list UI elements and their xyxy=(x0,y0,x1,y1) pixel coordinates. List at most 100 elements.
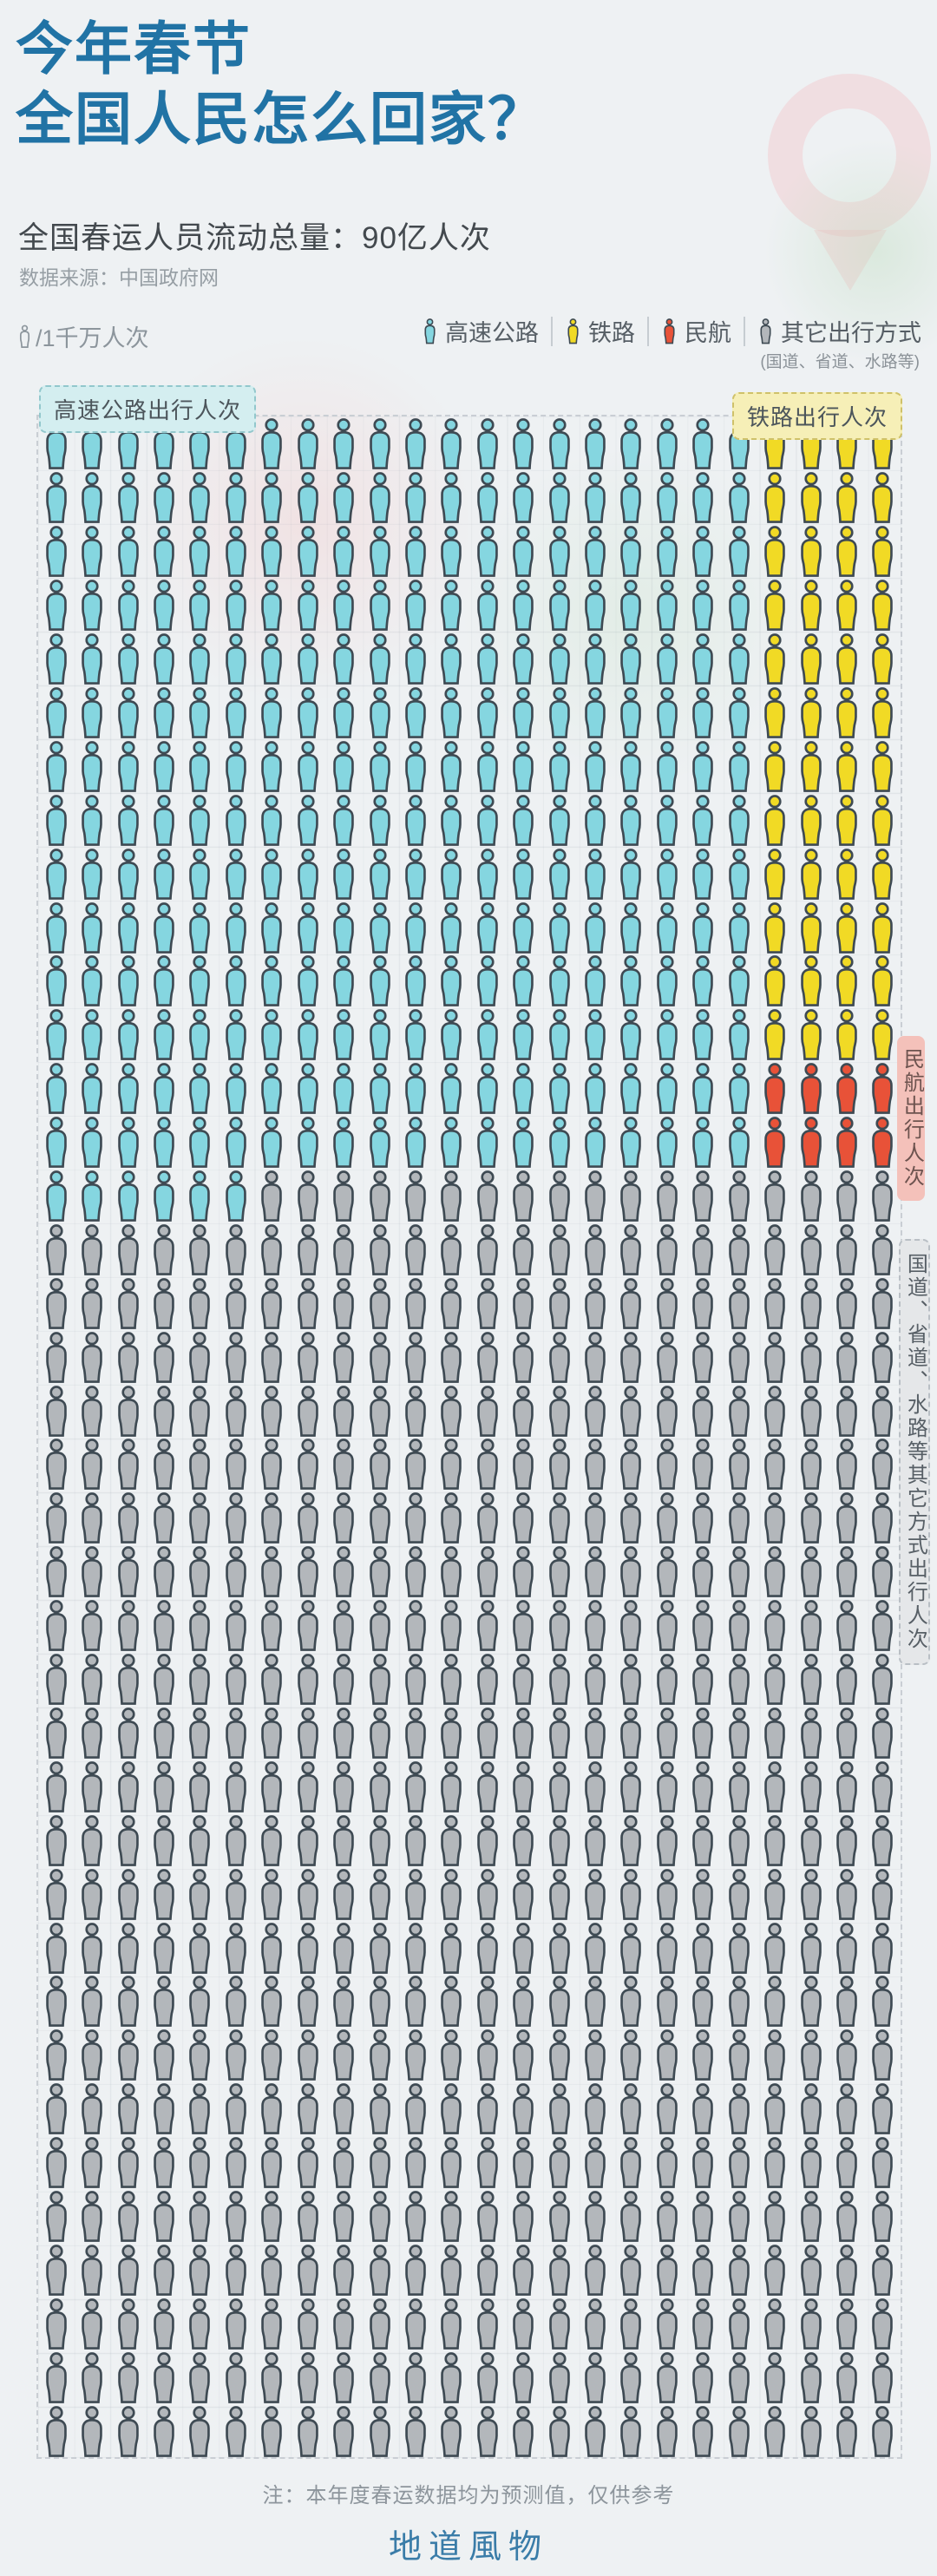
person-icon xyxy=(261,1814,282,1866)
person-icon xyxy=(189,580,211,631)
person-icon xyxy=(154,1760,174,1812)
person-icon xyxy=(548,1439,570,1491)
person-icon xyxy=(800,633,822,685)
person-icon xyxy=(261,1760,282,1812)
person-icon xyxy=(764,740,785,792)
person-icon xyxy=(82,955,102,1007)
person-icon xyxy=(441,1654,462,1705)
person-icon xyxy=(513,472,534,524)
person-icon xyxy=(117,794,139,846)
person-icon xyxy=(872,1117,894,1168)
person-icon xyxy=(189,955,211,1007)
person-icon xyxy=(82,1546,102,1598)
person-icon xyxy=(620,526,642,578)
person-icon xyxy=(836,1707,857,1759)
person-icon xyxy=(333,1868,354,1920)
person-icon xyxy=(800,901,822,954)
person-icon xyxy=(82,580,102,631)
person-icon xyxy=(45,2244,67,2296)
person-icon xyxy=(476,1922,498,1974)
person-icon xyxy=(728,2191,750,2242)
person-icon xyxy=(800,1331,822,1383)
person-icon xyxy=(764,686,785,738)
person-icon xyxy=(226,633,246,685)
person-icon xyxy=(441,526,462,578)
person-icon xyxy=(764,1654,785,1705)
person-icon xyxy=(476,580,498,631)
person-icon xyxy=(548,794,570,846)
person-icon xyxy=(405,526,426,578)
person-icon xyxy=(692,418,713,470)
person-icon xyxy=(261,1600,282,1651)
person-icon xyxy=(189,1277,211,1329)
highway-person-icon xyxy=(424,318,436,344)
person-icon xyxy=(800,848,822,900)
person-icon xyxy=(872,1063,894,1115)
person-icon xyxy=(728,1009,750,1061)
person-icon xyxy=(476,2083,498,2135)
person-icon xyxy=(476,794,498,846)
railway-person-icon xyxy=(567,318,579,344)
person-icon xyxy=(369,1331,390,1383)
person-icon xyxy=(405,2029,426,2081)
person-icon xyxy=(548,1707,570,1759)
railway-tag: 铁路出行人次 xyxy=(731,392,902,440)
legend-divider xyxy=(647,316,649,346)
person-icon xyxy=(620,1654,642,1705)
person-icon xyxy=(800,1707,822,1759)
person-icon xyxy=(226,1492,246,1544)
person-icon xyxy=(261,418,282,470)
person-icon xyxy=(82,1600,102,1651)
person-icon xyxy=(800,2244,822,2296)
person-icon xyxy=(333,848,354,900)
person-icon xyxy=(154,1009,174,1061)
person-icon xyxy=(476,1439,498,1491)
person-icon xyxy=(800,2191,822,2242)
person-icon xyxy=(692,848,713,900)
person-icon xyxy=(333,526,354,578)
person-icon xyxy=(154,1063,174,1115)
person-icon xyxy=(297,1439,318,1491)
person-icon xyxy=(657,1439,678,1491)
person-icon xyxy=(585,794,606,846)
person-icon xyxy=(476,526,498,578)
person-icon xyxy=(657,955,678,1007)
person-icon xyxy=(189,2137,211,2188)
person-icon xyxy=(441,1707,462,1759)
person-icon xyxy=(800,686,822,738)
person-icon xyxy=(513,1600,534,1651)
person-icon xyxy=(548,1277,570,1329)
person-icon xyxy=(476,740,498,792)
person-icon xyxy=(297,1009,318,1061)
person-icon xyxy=(82,472,102,524)
person-icon xyxy=(548,580,570,631)
person-icon xyxy=(692,1600,713,1651)
legend-divider xyxy=(551,316,553,346)
person-icon xyxy=(117,1277,139,1329)
person-icon xyxy=(476,2029,498,2081)
person-icon xyxy=(189,848,211,900)
person-icon xyxy=(872,2137,894,2188)
person-icon xyxy=(836,1814,857,1866)
person-icon xyxy=(189,1063,211,1115)
person-icon xyxy=(728,1814,750,1866)
person-icon xyxy=(836,901,857,954)
person-icon xyxy=(513,418,534,470)
person-icon xyxy=(441,580,462,631)
person-icon xyxy=(369,526,390,578)
person-icon xyxy=(692,526,713,578)
person-icon xyxy=(297,955,318,1007)
person-icon xyxy=(836,1117,857,1168)
person-icon xyxy=(45,1223,67,1275)
person-icon xyxy=(548,2405,570,2457)
person-icon xyxy=(189,901,211,954)
person-icon xyxy=(764,1439,785,1491)
person-icon xyxy=(45,1009,67,1061)
person-icon xyxy=(476,1170,498,1222)
person-icon xyxy=(476,1976,498,2028)
person-icon xyxy=(476,1223,498,1275)
person-icon xyxy=(800,2405,822,2457)
person-icon xyxy=(800,1760,822,1812)
person-icon xyxy=(764,633,785,685)
person-icon xyxy=(82,1492,102,1544)
